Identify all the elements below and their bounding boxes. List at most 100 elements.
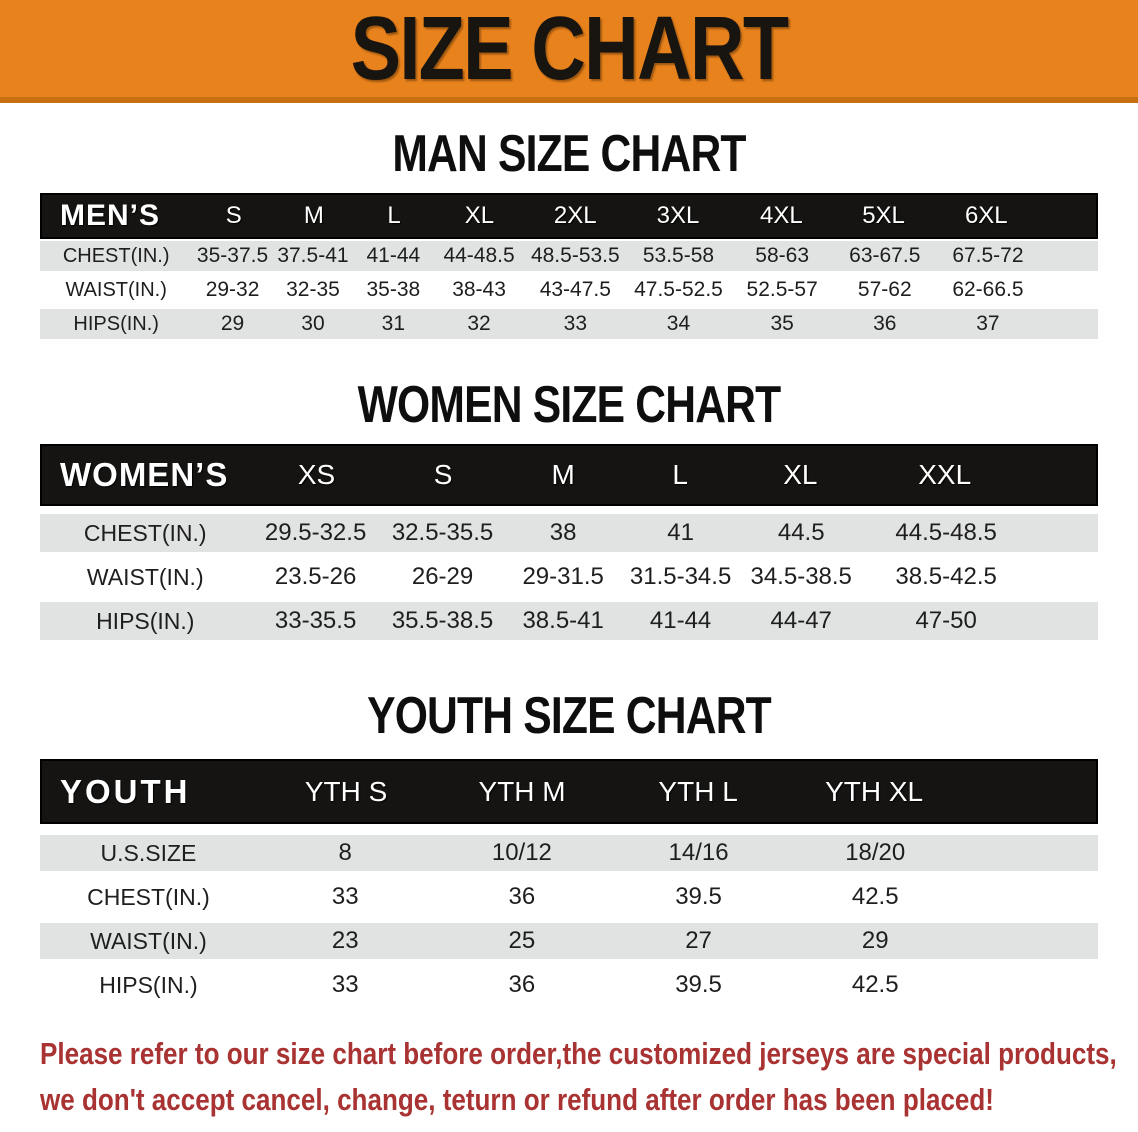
men-waist-row: WAIST(IN.) 29-32 32-35 35-38 38-43 43-47… — [40, 273, 1098, 307]
size-header-cell: YTH XL — [825, 775, 924, 807]
youth-size-chart-heading: YOUTH SIZE CHART — [367, 687, 772, 745]
value-cell: 41-44 — [649, 607, 712, 634]
value-cell: 33 — [331, 971, 359, 998]
youth-table-header-row: YOUTH YTH S YTH M YTH L YTH XL — [40, 759, 1098, 824]
value-cell: 47-50 — [915, 607, 977, 634]
size-chart-banner: SIZE CHART — [0, 0, 1138, 103]
youth-hips-row: HIPS(IN.) 33 36 39.5 42.5 — [40, 963, 1098, 1007]
value-cell: 32-35 — [286, 278, 340, 301]
value-cell: 44.5-48.5 — [895, 519, 997, 546]
value-cell: 29.5-32.5 — [264, 519, 367, 546]
value-cell: 26-29 — [411, 563, 474, 590]
disclaimer-line-2: we don't accept cancel, change, teturn o… — [40, 1081, 994, 1117]
row-label-cell: HIPS(IN.) — [73, 312, 159, 335]
value-cell: 67.5-72 — [952, 244, 1024, 267]
size-header-cell: M — [303, 202, 324, 229]
size-header-cell: 3XL — [656, 202, 700, 229]
value-cell: 23 — [331, 927, 359, 954]
value-cell: 8 — [338, 839, 352, 866]
size-header-cell: S — [225, 202, 242, 229]
value-cell: 42.5 — [851, 883, 899, 910]
disclaimer-text: Please refer to our size chart before or… — [40, 1031, 1117, 1123]
value-cell: 37 — [976, 312, 1000, 335]
row-label-cell: WAIST(IN.) — [90, 927, 207, 954]
value-cell: 38.5-42.5 — [895, 563, 997, 590]
size-header-cell: YTH S — [304, 775, 388, 807]
value-cell: 43-47.5 — [539, 278, 611, 301]
row-label-cell: CHEST(IN.) — [62, 244, 170, 267]
size-header-cell: 5XL — [862, 202, 905, 229]
value-cell: 36 — [508, 971, 536, 998]
row-label-cell: CHEST(IN.) — [83, 519, 207, 546]
size-header-cell: L — [387, 202, 401, 229]
value-cell: 38 — [549, 519, 577, 546]
size-header-cell: S — [433, 459, 453, 490]
value-cell: 36 — [873, 312, 897, 335]
value-cell: 48.5-53.5 — [530, 244, 620, 267]
value-cell: 38.5-41 — [522, 607, 604, 634]
size-header-cell: L — [672, 459, 688, 490]
value-cell: 35-38 — [366, 278, 421, 301]
value-cell: 32.5-35.5 — [391, 519, 494, 546]
value-cell: 47.5-52.5 — [634, 278, 723, 301]
value-cell: 44.5 — [777, 519, 825, 546]
value-cell: 29 — [861, 927, 889, 954]
value-cell: 31.5-34.5 — [629, 563, 732, 590]
value-cell: 62-66.5 — [952, 278, 1024, 301]
size-header-cell: XL — [783, 459, 818, 490]
value-cell: 37.5-41 — [277, 244, 349, 267]
size-header-cell: XL — [464, 202, 495, 229]
value-cell: 34 — [666, 312, 691, 335]
value-cell: 53.5-58 — [642, 244, 715, 267]
size-header-cell: 4XL — [759, 202, 803, 229]
value-cell: 35 — [770, 312, 794, 335]
value-cell: 57-62 — [857, 278, 912, 301]
value-cell: 38-43 — [452, 278, 506, 301]
women-hips-row: HIPS(IN.) 33-35.5 35.5-38.5 38.5-41 41-4… — [40, 599, 1098, 643]
value-cell: 29 — [220, 312, 245, 335]
value-cell: 33 — [563, 312, 587, 335]
men-chest-row: CHEST(IN.) 35-37.5 37.5-41 41-44 44-48.5… — [40, 239, 1098, 273]
men-hips-row: HIPS(IN.) 29 30 31 32 33 34 35 36 37 — [40, 307, 1098, 341]
women-table-label: WOMEN’S — [60, 456, 229, 493]
row-label-cell: WAIST(IN.) — [65, 278, 167, 301]
value-cell: 41-44 — [366, 244, 421, 267]
men-size-table: MEN’S S M L XL 2XL 3XL 4XL 5XL 6XL CHEST… — [40, 193, 1098, 341]
disclaimer-line-1: Please refer to our size chart before or… — [40, 1036, 1117, 1071]
value-cell: 63-67.5 — [849, 244, 921, 267]
women-size-table: WOMEN’S XS S M L XL XXL CHEST(IN.) 29.5-… — [40, 444, 1098, 643]
women-table-header-row: WOMEN’S XS S M L XL XXL — [40, 444, 1098, 506]
size-header-cell: XXL — [918, 459, 972, 490]
man-size-chart-heading: MAN SIZE CHART — [392, 125, 746, 183]
women-waist-row: WAIST(IN.) 23.5-26 26-29 29-31.5 31.5-34… — [40, 555, 1098, 599]
row-label-cell: WAIST(IN.) — [86, 563, 204, 590]
value-cell: 35-37.5 — [196, 244, 269, 267]
row-label-cell: HIPS(IN.) — [96, 607, 195, 634]
size-header-cell: XS — [297, 459, 336, 490]
value-cell: 34.5-38.5 — [750, 563, 852, 590]
value-cell: 14/16 — [668, 839, 729, 866]
value-cell: 32 — [467, 312, 491, 335]
youth-us-size-row: U.S.SIZE 8 10/12 14/16 18/20 — [40, 831, 1098, 875]
value-cell: 39.5 — [675, 971, 722, 998]
value-cell: 23.5-26 — [274, 563, 357, 590]
women-chest-row: CHEST(IN.) 29.5-32.5 32.5-35.5 38 41 44.… — [40, 511, 1098, 555]
row-label-cell: HIPS(IN.) — [99, 971, 198, 998]
value-cell: 33 — [331, 883, 359, 910]
value-cell: 58-63 — [755, 244, 810, 267]
value-cell: 44-48.5 — [443, 244, 515, 267]
row-label-cell: CHEST(IN.) — [87, 883, 210, 910]
value-cell: 29-31.5 — [522, 563, 604, 590]
value-cell: 52.5-57 — [746, 278, 818, 301]
row-label-cell: U.S.SIZE — [100, 839, 197, 866]
value-cell: 10/12 — [491, 839, 552, 866]
men-table-header-row: MEN’S S M L XL 2XL 3XL 4XL 5XL 6XL — [40, 193, 1098, 239]
value-cell: 36 — [508, 883, 536, 910]
value-cell: 41 — [667, 519, 694, 546]
size-header-cell: 6XL — [964, 202, 1008, 229]
size-header-cell: 2XL — [553, 202, 597, 229]
value-cell: 42.5 — [851, 971, 899, 998]
value-cell: 27 — [685, 927, 712, 954]
value-cell: 44-47 — [770, 607, 832, 634]
size-header-cell: YTH M — [478, 775, 566, 807]
